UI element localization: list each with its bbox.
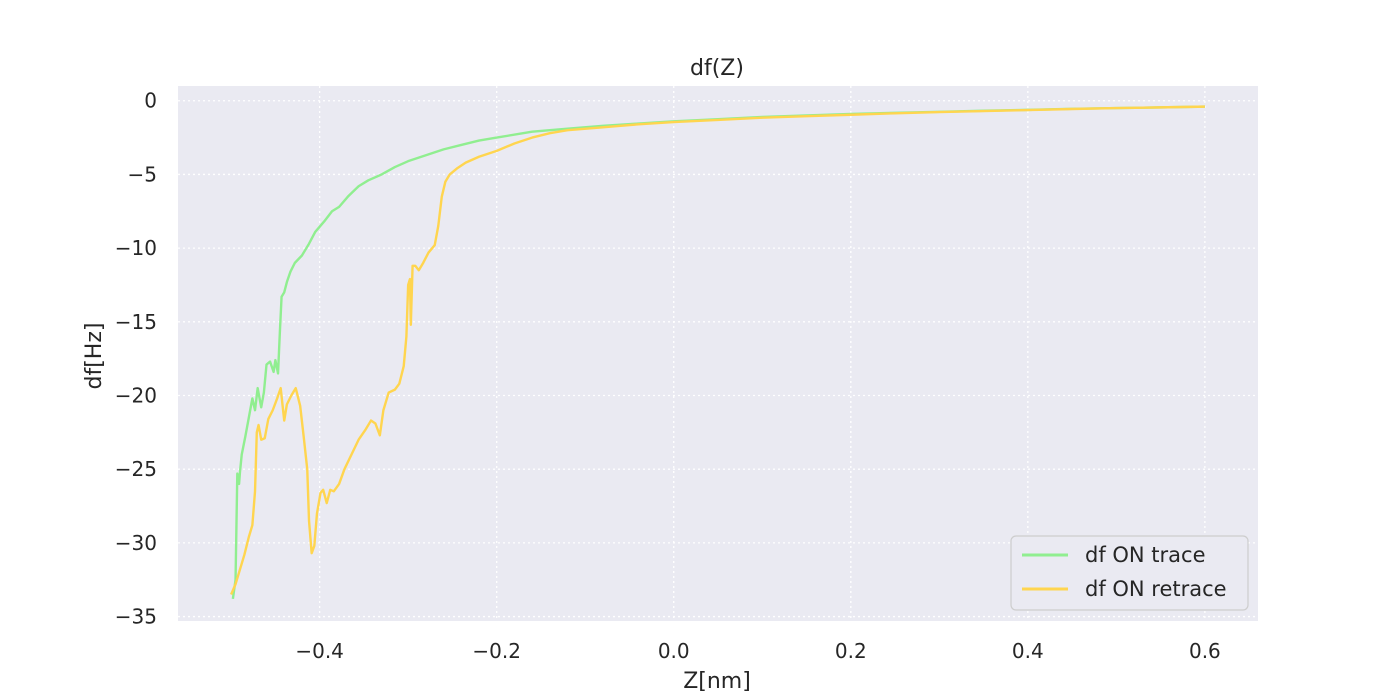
x-tick-label: 0.2 bbox=[835, 639, 867, 663]
y-tick-label: −35 bbox=[115, 605, 157, 629]
y-tick-label: −15 bbox=[115, 310, 157, 334]
x-tick-label: 0.0 bbox=[658, 639, 690, 663]
legend: df ON trace df ON retrace bbox=[1010, 535, 1249, 611]
series-line-retrace bbox=[230, 105, 1205, 595]
x-axis-ticks: −0.4 −0.2 0.0 0.2 0.4 0.6 bbox=[295, 639, 1220, 663]
chart-title: df(Z) bbox=[690, 56, 744, 81]
legend-box bbox=[1010, 535, 1249, 611]
legend-label-retrace: df ON retrace bbox=[1085, 577, 1227, 601]
series-lines bbox=[230, 105, 1205, 600]
grid bbox=[178, 86, 1258, 621]
y-axis-ticks: 0 −5 −10 −15 −20 −25 −30 −35 bbox=[115, 89, 157, 629]
x-tick-label: −0.4 bbox=[295, 639, 344, 663]
y-tick-label: −30 bbox=[115, 531, 157, 555]
legend-label-trace: df ON trace bbox=[1085, 543, 1206, 567]
x-axis-label: Z[nm] bbox=[683, 669, 751, 694]
y-tick-label: −5 bbox=[128, 162, 157, 186]
x-tick-label: 0.4 bbox=[1012, 639, 1044, 663]
y-axis-label: df[Hz] bbox=[82, 323, 107, 390]
y-tick-label: −10 bbox=[115, 236, 157, 260]
y-tick-label: −25 bbox=[115, 457, 157, 481]
plot-area bbox=[178, 86, 1258, 621]
x-tick-label: 0.6 bbox=[1189, 639, 1221, 663]
x-tick-label: −0.2 bbox=[472, 639, 521, 663]
y-tick-label: −20 bbox=[115, 384, 157, 408]
y-tick-label: 0 bbox=[144, 89, 157, 113]
